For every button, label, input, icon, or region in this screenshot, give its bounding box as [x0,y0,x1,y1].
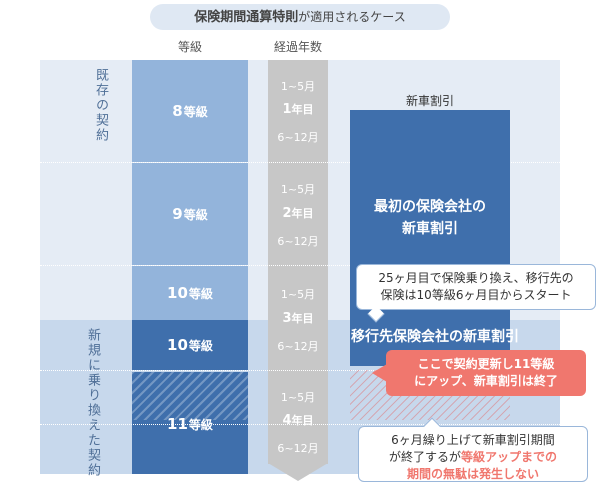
grade-unit: 等級 [188,286,213,301]
renew-callout-tail [372,364,387,382]
grade-unit: 等級 [183,207,208,222]
year-arrow [268,463,328,481]
first-insurer-discount-text: 最初の保険会社の 新車割引 [374,199,486,237]
grade-num: 11 [167,415,188,433]
grade-box-9: 9 等級 [132,163,248,265]
grade-num: 10 [167,336,188,354]
year2-first-half: 1~5月 [280,183,316,196]
grade-box-10-new: 10 等級 [132,320,248,370]
renew-callout: ここで契約更新し11等級 にアップ、新車割引は終了 [386,350,586,396]
year4-second-half: 6~12月 [277,442,319,455]
end-callout: 6ヶ月繰り上げて新車割引期間 が終了するが等級アップまでの 期間の無駄は発生しな… [358,426,588,482]
grade-label-11: 11 等級 [132,400,248,448]
new-contract-label: 新規に乗り換えた契約 [85,328,100,478]
grade-header: 等級 [177,40,202,54]
new-insurer-discount-text: 移行先保険会社の新車割引 [351,329,519,345]
grade-box-8: 8 等級 [132,60,248,162]
grade-num: 9 [172,205,183,223]
grade-unit: 等級 [188,338,213,353]
year1-label: 1年目 [282,102,314,117]
title-bold: 保険期間通算特則 [194,10,299,25]
divider-line [40,370,560,371]
divider-line [40,265,560,266]
year-column [268,60,328,464]
grade-unit: 等級 [183,104,208,119]
year1-first-half: 1~5月 [280,80,316,93]
year3-first-half: 1~5月 [280,288,316,301]
switch-callout: 25ヶ月目で保険乗り換え、移行先の 保険は10等級6ヶ月目からスタート [356,264,596,310]
grade-box-10-existing: 10 等級 [132,266,248,320]
year3-second-half: 6~12月 [277,340,319,353]
year2-label: 2年目 [282,206,314,221]
year2-second-half: 6~12月 [277,235,319,248]
year3-label: 3年目 [282,311,314,326]
year4-label: 4年目 [282,413,314,428]
grade-num: 10 [167,284,188,302]
year1-second-half: 6~12月 [277,131,319,144]
existing-contract-label: 既存の契約 [93,68,108,143]
title-pill: 保険期間通算特則が適用されるケース [150,4,450,30]
hatched-gap-overlay [132,372,248,420]
year4-first-half: 1~5月 [280,391,316,404]
divider-line [40,162,560,163]
grade-unit: 等級 [188,417,213,432]
divider-line [40,424,560,425]
new-car-discount-label: 新車割引 [405,94,454,108]
grade-num: 8 [172,102,183,120]
years-header: 経過年数 [273,40,322,54]
title-rest: が適用されるケース [298,10,406,24]
